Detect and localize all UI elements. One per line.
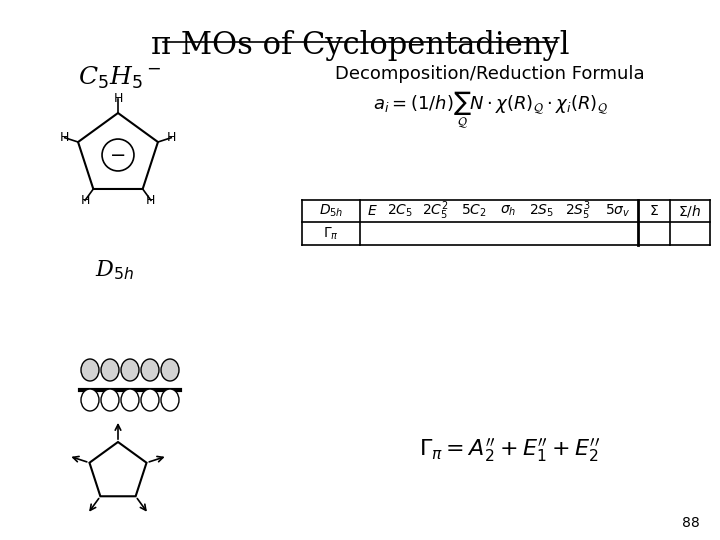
Text: $\Sigma/h$: $\Sigma/h$ bbox=[678, 203, 702, 219]
Ellipse shape bbox=[141, 359, 159, 381]
Text: C$_5$H$_5$$^-$: C$_5$H$_5$$^-$ bbox=[78, 65, 161, 91]
Text: $5\sigma_v$: $5\sigma_v$ bbox=[606, 203, 631, 219]
Ellipse shape bbox=[161, 389, 179, 411]
Text: −: − bbox=[110, 145, 126, 165]
Ellipse shape bbox=[101, 389, 119, 411]
Text: π MOs of Cyclopentadienyl: π MOs of Cyclopentadienyl bbox=[150, 30, 570, 61]
Text: H: H bbox=[146, 194, 156, 207]
Ellipse shape bbox=[101, 359, 119, 381]
Text: $\Gamma_\pi = A_2^{\prime\prime} + E_1^{\prime\prime} + E_2^{\prime\prime}$: $\Gamma_\pi = A_2^{\prime\prime} + E_1^{… bbox=[420, 436, 600, 464]
Ellipse shape bbox=[121, 389, 139, 411]
Text: $\sigma_h$: $\sigma_h$ bbox=[500, 204, 517, 218]
Ellipse shape bbox=[81, 359, 99, 381]
Text: 88: 88 bbox=[683, 516, 700, 530]
Text: $\Gamma_\pi$: $\Gamma_\pi$ bbox=[323, 225, 339, 242]
Text: $2S_5^3$: $2S_5^3$ bbox=[565, 200, 591, 222]
Text: $E$: $E$ bbox=[367, 204, 378, 218]
Text: $5C_2$: $5C_2$ bbox=[461, 203, 487, 219]
Ellipse shape bbox=[81, 389, 99, 411]
Text: H: H bbox=[166, 131, 176, 144]
Ellipse shape bbox=[141, 389, 159, 411]
Text: $\Sigma$: $\Sigma$ bbox=[649, 204, 659, 218]
Text: $2S_5$: $2S_5$ bbox=[529, 203, 554, 219]
Text: H: H bbox=[60, 131, 69, 144]
Text: $a_i = (1/h)\sum_{\mathcal{Q}} N \cdot \chi(R)_\mathcal{Q} \cdot \chi_i(R)_\math: $a_i = (1/h)\sum_{\mathcal{Q}} N \cdot \… bbox=[372, 90, 608, 131]
Text: $2C_5$: $2C_5$ bbox=[387, 203, 413, 219]
Ellipse shape bbox=[121, 359, 139, 381]
Ellipse shape bbox=[161, 359, 179, 381]
Text: Decomposition/Reduction Formula: Decomposition/Reduction Formula bbox=[336, 65, 645, 83]
Text: $2C_5^2$: $2C_5^2$ bbox=[422, 200, 449, 222]
Text: D$_{5h}$: D$_{5h}$ bbox=[95, 258, 134, 281]
Text: H: H bbox=[81, 194, 90, 207]
Text: $D_{5h}$: $D_{5h}$ bbox=[319, 203, 343, 219]
Text: H: H bbox=[113, 92, 122, 105]
